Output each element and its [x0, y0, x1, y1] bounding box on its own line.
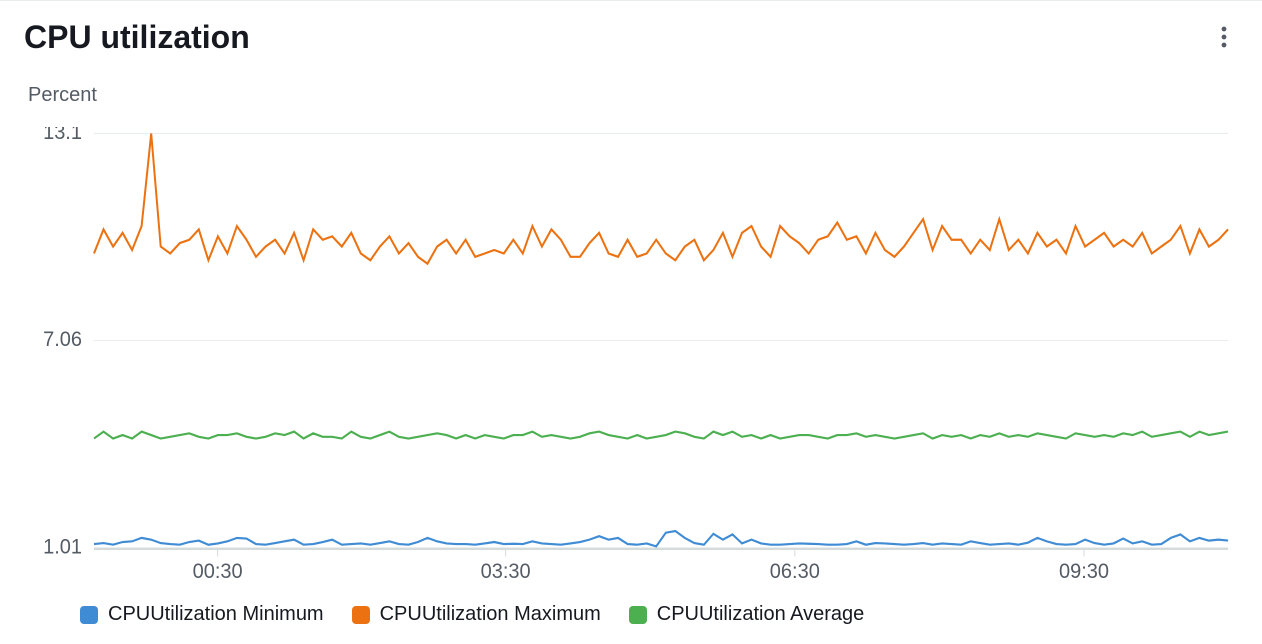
legend-item-maximum[interactable]: CPUUtilization Maximum — [352, 603, 601, 626]
svg-text:7.06: 7.06 — [43, 328, 82, 352]
legend-swatch — [629, 606, 647, 624]
more-options-button[interactable] — [1210, 23, 1238, 51]
card-header: CPU utilization — [0, 1, 1262, 60]
line-chart-svg: 1.01 7.06 13.1 00:30 03:30 06:30 09:30 — [24, 127, 1238, 591]
legend-swatch — [352, 606, 370, 624]
svg-text:13.1: 13.1 — [43, 127, 82, 144]
chart-plot-area[interactable]: 1.01 7.06 13.1 00:30 03:30 06:30 09:30 — [24, 127, 1238, 591]
legend-item-minimum[interactable]: CPUUtilization Minimum — [80, 603, 324, 626]
svg-text:00:30: 00:30 — [193, 559, 243, 583]
legend-swatch — [80, 606, 98, 624]
legend-label: CPUUtilization Maximum — [380, 603, 601, 626]
chart-title: CPU utilization — [24, 19, 250, 56]
legend-label: CPUUtilization Minimum — [108, 603, 324, 626]
legend-item-average[interactable]: CPUUtilization Average — [629, 603, 865, 626]
chart-legend: CPUUtilization Minimum CPUUtilization Ma… — [0, 591, 1262, 644]
chart-card: CPU utilization Percent 1.01 7.06 13.1 00:3… — [0, 0, 1262, 644]
svg-text:1.01: 1.01 — [43, 535, 82, 559]
svg-text:03:30: 03:30 — [481, 559, 531, 583]
svg-text:06:30: 06:30 — [770, 559, 820, 583]
legend-label: CPUUtilization Average — [657, 603, 865, 626]
kebab-menu-icon — [1221, 26, 1227, 48]
svg-text:09:30: 09:30 — [1059, 559, 1109, 583]
y-axis-label: Percent — [0, 60, 1262, 107]
